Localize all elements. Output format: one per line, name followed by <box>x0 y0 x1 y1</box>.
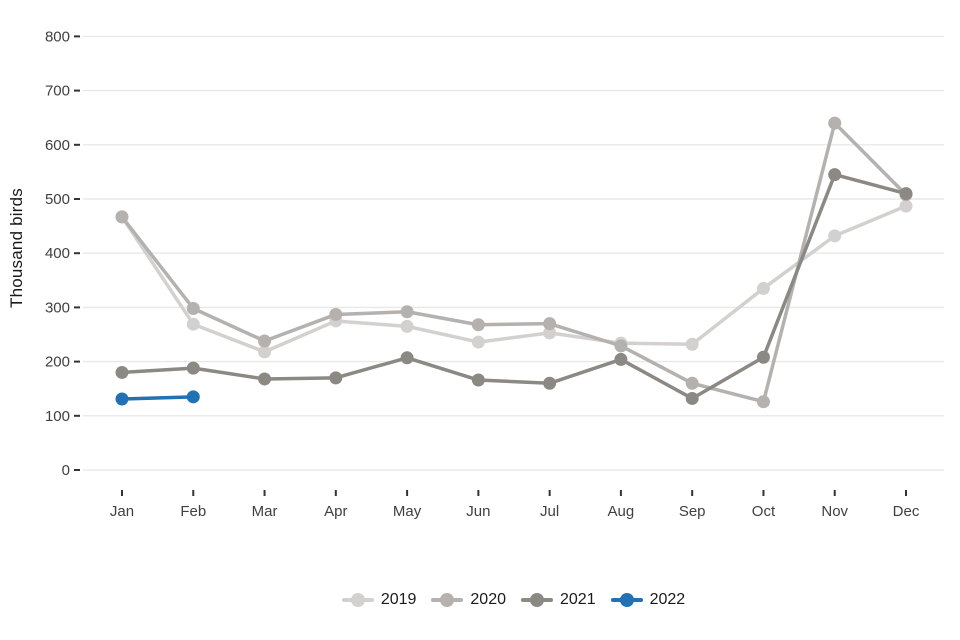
series-line-2021 <box>120 172 908 401</box>
series-2020 <box>115 116 913 409</box>
legend-key-dot <box>350 593 365 607</box>
legend-label: 2020 <box>470 591 506 608</box>
data-point-2019 <box>400 319 414 333</box>
y-tick-label: 100 <box>45 408 70 425</box>
data-point-2019 <box>258 345 272 359</box>
legend-label: 2021 <box>560 591 596 608</box>
data-point-2020 <box>756 395 770 409</box>
data-point-2021 <box>685 391 699 405</box>
data-point-2021 <box>258 372 272 386</box>
data-point-2021 <box>614 352 628 366</box>
data-point-2020 <box>543 317 557 331</box>
x-tick-label-Mar: Mar <box>252 503 278 520</box>
line-chart-plot-area: 0 100 200 300 400 500 600 700 800 Jan Feb Mar Apr May… <box>45 28 944 520</box>
x-tick-label-Apr: Apr <box>324 503 347 520</box>
x-tick-label-Nov: Nov <box>821 503 848 520</box>
legend-key-icon-2021 <box>521 593 553 607</box>
x-tick-label-May: May <box>393 503 422 520</box>
data-point-2021 <box>329 371 343 385</box>
data-point-2020 <box>400 305 414 319</box>
y-tick-label: 200 <box>45 354 70 371</box>
data-point-2021 <box>899 187 913 201</box>
data-point-2021 <box>756 350 770 364</box>
x-tick-label-Jun: Jun <box>466 503 490 520</box>
data-point-2022 <box>186 390 200 404</box>
legend-item-2021: 2021 <box>521 590 596 610</box>
data-point-2021 <box>828 168 842 182</box>
data-point-2020 <box>258 334 272 348</box>
y-tick-label: 0 <box>62 462 70 479</box>
data-point-2019 <box>828 229 842 243</box>
data-point-2021 <box>186 361 200 375</box>
y-tick-label: 800 <box>45 28 70 45</box>
data-point-2019 <box>756 281 770 295</box>
legend-item-2020: 2020 <box>431 590 506 610</box>
x-tick-label-Feb: Feb <box>180 503 206 520</box>
data-point-2021 <box>543 376 557 390</box>
data-point-2020 <box>471 318 485 332</box>
y-tick-label: 300 <box>45 299 70 316</box>
x-tick-label-Jul: Jul <box>540 503 559 520</box>
series-line-2020 <box>120 121 908 404</box>
series-2021 <box>115 168 913 405</box>
data-point-2020 <box>614 339 628 353</box>
data-point-2020 <box>115 210 129 224</box>
data-point-2022 <box>115 392 129 406</box>
data-point-2019 <box>543 326 557 340</box>
y-tick-label: 600 <box>45 137 70 154</box>
legend-key-dot <box>530 593 544 607</box>
data-point-2021 <box>115 365 129 379</box>
x-tick-label-Dec: Dec <box>893 503 920 520</box>
data-point-2019 <box>899 199 913 213</box>
legend-label: 2019 <box>380 591 417 608</box>
data-point-2020 <box>329 307 343 321</box>
x-tick-label-Sep: Sep <box>679 503 706 520</box>
data-point-2020 <box>828 116 842 130</box>
x-tick-label-Jan: Jan <box>110 503 134 520</box>
legend-key-dot <box>619 593 634 607</box>
legend: 2019 2020 2021 2022 <box>83 584 944 616</box>
x-tick-label-Aug: Aug <box>608 503 635 520</box>
legend-label: 2022 <box>649 591 686 608</box>
series-2019 <box>115 199 913 359</box>
legend-item-2019: 2019 <box>341 590 417 610</box>
legend-key-dot <box>440 593 455 607</box>
legend-key-icon-2022 <box>610 593 643 607</box>
y-axis-title: Thousand birds <box>7 188 26 308</box>
data-point-2019 <box>471 335 485 349</box>
data-point-2020 <box>186 301 200 315</box>
series-line-2022 <box>120 395 196 401</box>
legend-key-icon-2019 <box>341 593 374 607</box>
data-point-2021 <box>471 373 485 387</box>
legend-item-2022: 2022 <box>610 590 686 610</box>
series-2022 <box>115 390 200 406</box>
data-point-2019 <box>685 337 699 351</box>
y-tick-label: 400 <box>45 245 70 262</box>
y-tick-label: 500 <box>45 191 70 208</box>
data-point-2020 <box>685 376 699 390</box>
data-point-2019 <box>186 317 200 331</box>
x-tick-label-Oct: Oct <box>752 503 776 520</box>
y-tick-label: 700 <box>45 83 70 100</box>
data-point-2021 <box>400 351 414 365</box>
legend-key-icon-2020 <box>431 593 464 607</box>
series-line-2019 <box>120 204 908 354</box>
